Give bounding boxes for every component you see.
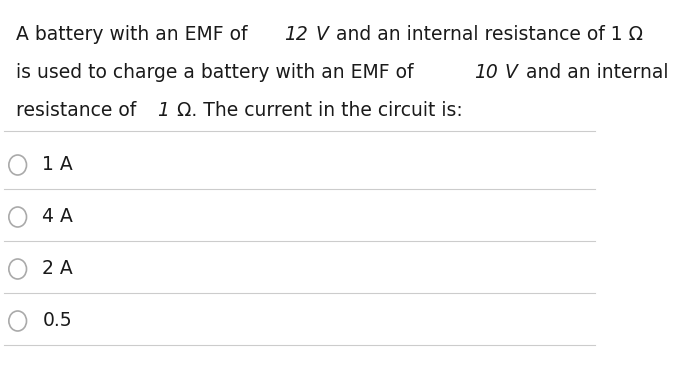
Text: 10: 10: [474, 63, 498, 82]
Text: 1 A: 1 A: [43, 155, 73, 174]
Text: 0.5: 0.5: [43, 312, 72, 331]
Text: is used to charge a battery with an EMF of: is used to charge a battery with an EMF …: [16, 63, 417, 82]
Text: 2 A: 2 A: [43, 260, 73, 279]
Text: 4 A: 4 A: [43, 207, 73, 226]
Text: V: V: [505, 63, 518, 82]
Text: A battery with an EMF of: A battery with an EMF of: [16, 25, 251, 44]
Text: resistance of: resistance of: [16, 101, 140, 120]
Text: and an internal: and an internal: [519, 63, 669, 82]
Text: and an internal resistance of 1 Ω: and an internal resistance of 1 Ω: [330, 25, 643, 44]
Text: 12: 12: [284, 25, 308, 44]
Text: Ω. The current in the circuit is:: Ω. The current in the circuit is:: [171, 101, 462, 120]
Text: V: V: [316, 25, 329, 44]
Text: 1: 1: [157, 101, 170, 120]
